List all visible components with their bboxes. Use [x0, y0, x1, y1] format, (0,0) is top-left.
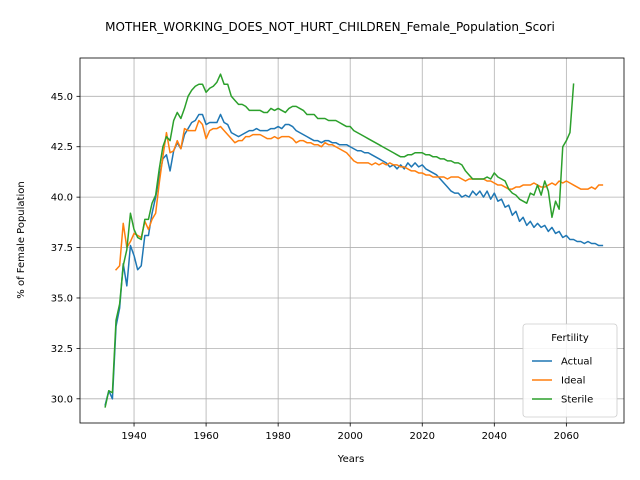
legend-label-ideal: Ideal [561, 376, 585, 387]
legend-label-sterile: Sterile [561, 395, 593, 406]
x-tick-label: 2020 [410, 431, 435, 442]
x-axis-label: Years [337, 454, 364, 465]
x-tick-label: 1960 [193, 431, 218, 442]
y-tick-label: 30.0 [51, 394, 73, 405]
y-tick-label: 37.5 [51, 243, 73, 254]
y-axis-label: % of Female Population [16, 181, 27, 298]
series-line-actual [104, 113, 604, 406]
x-tick-label: 2000 [337, 431, 362, 442]
y-axis: 30.0 32.5 35.0 37.5 40.0 42.5 45.0 [51, 92, 80, 405]
legend-title: Fertility [551, 333, 589, 344]
x-tick-label: 1980 [265, 431, 290, 442]
y-grid [80, 95, 624, 400]
x-tick-label: 2040 [482, 431, 507, 442]
x-tick-label: 2060 [554, 431, 579, 442]
legend-box [522, 323, 618, 418]
x-tick-label: 1940 [121, 431, 146, 442]
legend: Fertility Actual Ideal Sterile [522, 323, 618, 418]
series-lines [104, 73, 604, 408]
y-tick-label: 35.0 [51, 293, 73, 304]
x-grid [133, 58, 567, 423]
series-line-sterile [104, 73, 575, 408]
legend-label-actual: Actual [561, 357, 592, 368]
y-tick-label: 40.0 [51, 193, 73, 204]
y-tick-label: 32.5 [51, 344, 73, 355]
x-axis: 1940 1960 1980 2000 2020 2040 2060 [121, 423, 579, 442]
series-line-ideal [114, 119, 604, 271]
y-tick-label: 45.0 [51, 92, 73, 103]
plot-frame [79, 57, 625, 424]
chart-title: MOTHER_WORKING_DOES_NOT_HURT_CHILDREN_Fe… [105, 20, 555, 34]
y-tick-label: 42.5 [51, 142, 73, 153]
